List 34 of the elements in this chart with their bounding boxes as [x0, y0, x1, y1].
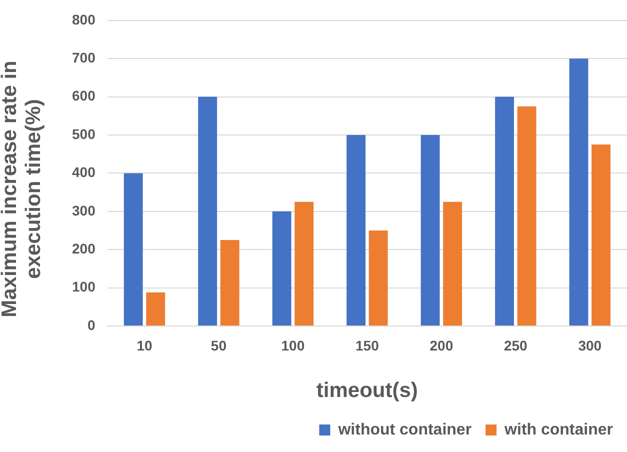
x-tick-label: 100 [281, 337, 305, 354]
x-tick-label: 10 [136, 337, 152, 354]
bar [443, 202, 462, 326]
x-axis-title: timeout(s) [316, 379, 418, 402]
y-tick-label: 800 [72, 11, 96, 28]
bar [495, 96, 514, 326]
y-tick-label: 300 [72, 202, 96, 218]
legend-label: with container [504, 421, 613, 438]
legend-label: without container [337, 421, 472, 438]
bar [569, 58, 588, 326]
y-axis-title: Maximum increase rate in execution time(%) [0, 60, 46, 320]
bar [146, 292, 166, 326]
y-tick-label: 700 [72, 49, 96, 66]
bar [420, 135, 440, 326]
x-tick-label: 250 [504, 337, 528, 354]
y-tick-label: 100 [72, 278, 96, 295]
x-tick-label: 50 [210, 337, 227, 354]
y-tick-label: 400 [72, 164, 96, 180]
bar [517, 106, 536, 326]
bar [368, 230, 388, 326]
bar [592, 144, 610, 326]
y-tick-label: 600 [72, 88, 96, 104]
y-tick-label: 200 [72, 240, 96, 256]
x-tick-label: 200 [430, 337, 454, 354]
bar [272, 211, 292, 326]
bar [124, 173, 143, 326]
bar [346, 135, 366, 326]
x-tick-label: 300 [578, 337, 602, 354]
bar [198, 96, 218, 326]
bar [294, 202, 314, 326]
bar [220, 240, 240, 326]
y-tick-label: 500 [72, 126, 96, 142]
y-tick-label: 0 [88, 316, 96, 333]
x-tick-label: 150 [356, 337, 380, 354]
